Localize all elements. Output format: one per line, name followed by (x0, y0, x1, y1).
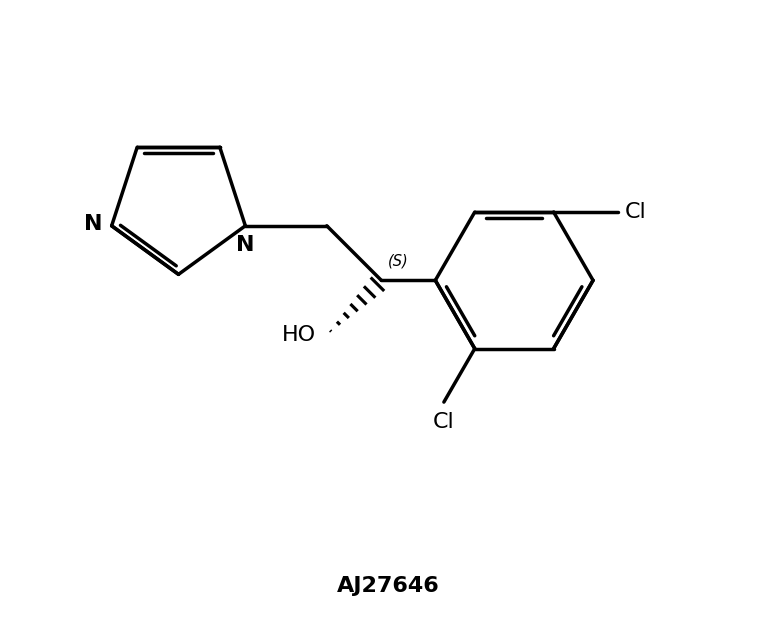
Text: AJ27646: AJ27646 (337, 575, 440, 596)
Text: N: N (84, 214, 102, 234)
Text: HO: HO (282, 325, 316, 345)
Text: Cl: Cl (433, 413, 455, 432)
Text: Cl: Cl (625, 202, 646, 222)
Text: N: N (236, 235, 255, 255)
Text: (S): (S) (388, 254, 409, 269)
